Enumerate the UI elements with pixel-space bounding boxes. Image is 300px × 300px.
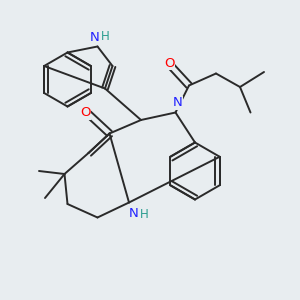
Text: O: O [164,56,175,70]
Text: H: H [101,30,110,43]
Text: H: H [140,208,148,221]
Text: N: N [173,96,182,110]
Text: N: N [90,31,100,44]
Text: N: N [129,207,138,220]
Text: O: O [80,106,91,119]
